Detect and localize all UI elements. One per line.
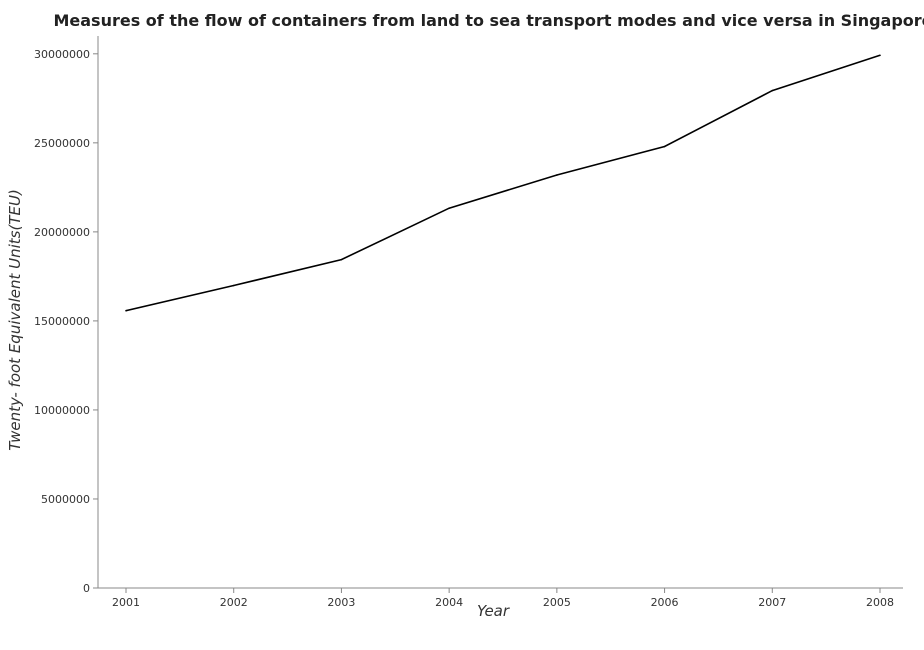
x-axis-ticks: 2001 2002 2003 2004 2005 2006 2007 2008 (112, 588, 894, 609)
x-tick-label: 2004 (435, 596, 463, 609)
data-point (448, 207, 450, 210)
y-tick-label: 0 (83, 582, 90, 595)
x-axis-label: Year (477, 602, 510, 620)
y-tick-label: 5000000 (41, 493, 90, 506)
data-point (879, 54, 881, 57)
data-point (125, 309, 127, 312)
x-tick-label: 2003 (327, 596, 355, 609)
y-tick-label: 25000000 (34, 137, 90, 150)
x-tick-label: 2006 (651, 596, 679, 609)
chart-title: Measures of the flow of containers from … (53, 11, 924, 30)
data-point (771, 89, 774, 92)
x-tick-label: 2002 (220, 596, 248, 609)
y-tick-label: 10000000 (34, 404, 90, 417)
data-point (340, 258, 343, 261)
data-point (232, 284, 235, 287)
x-tick-label: 2001 (112, 596, 140, 609)
y-axis-ticks: 0 5000000 10000000 15000000 20000000 25000000… (34, 48, 98, 595)
y-tick-label: 20000000 (34, 226, 90, 239)
y-tick-label: 15000000 (34, 315, 90, 328)
y-axis-label: Twenty- foot Equivalent Units(TEU) (6, 189, 24, 451)
x-tick-label: 2007 (758, 596, 786, 609)
x-tick-label: 2008 (866, 596, 894, 609)
x-tick-label: 2005 (543, 596, 571, 609)
series-group (125, 54, 881, 312)
data-point (663, 145, 666, 148)
data-point (556, 174, 558, 176)
series-line (125, 54, 881, 312)
y-tick-label: 30000000 (34, 48, 90, 61)
